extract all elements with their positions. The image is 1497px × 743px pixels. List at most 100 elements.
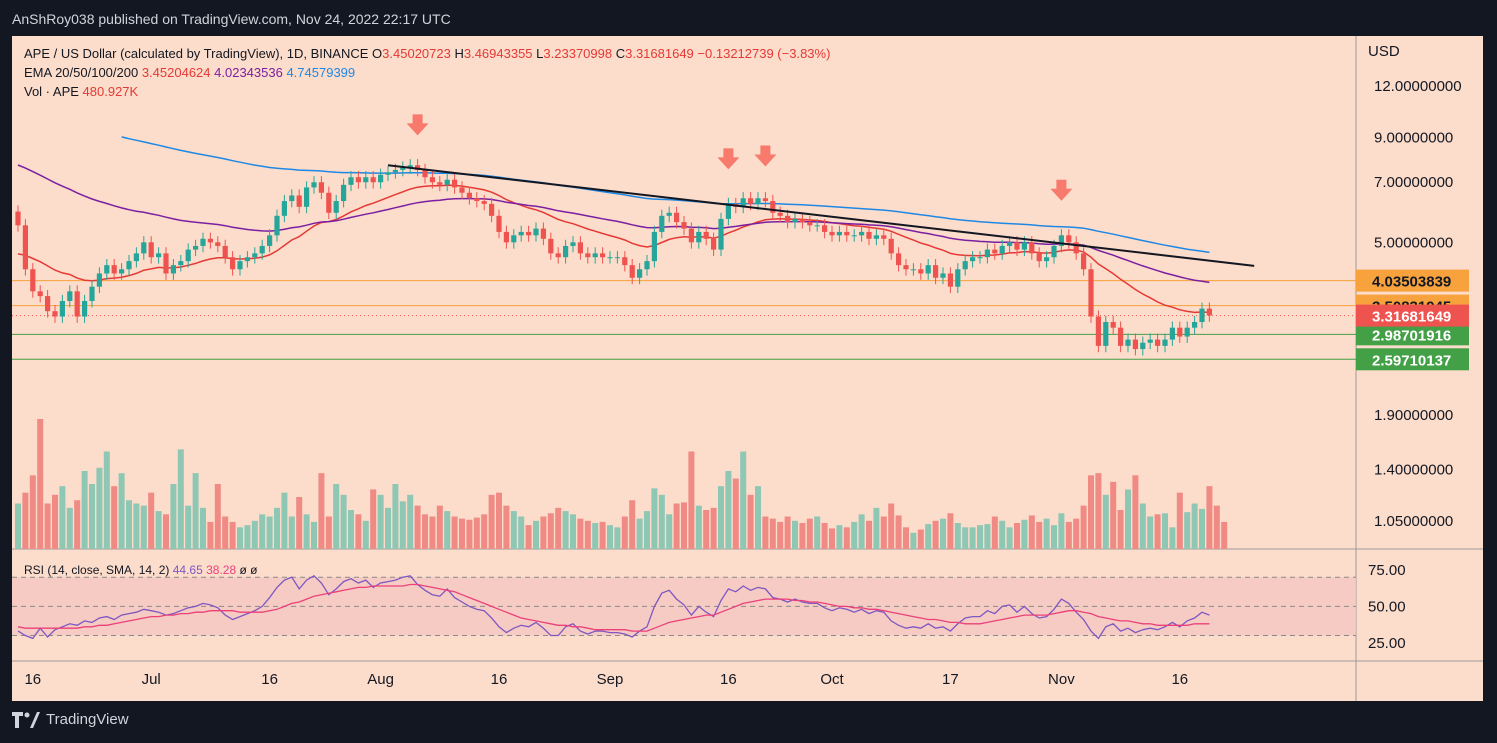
volume-bar: [362, 520, 369, 549]
volume-bar: [1095, 473, 1102, 549]
volume-bar: [799, 523, 806, 549]
price-axis-label: 12.00000000: [1374, 78, 1462, 95]
candle-body: [156, 253, 162, 258]
close-label: C: [615, 46, 626, 61]
volume-bar: [1036, 521, 1043, 549]
volume-bar: [1125, 489, 1131, 549]
volume-bar: [74, 500, 81, 549]
candle-body: [681, 222, 687, 229]
volume-bar: [540, 516, 547, 549]
volume-bar: [673, 503, 680, 549]
candle-body: [30, 269, 36, 292]
volume-bar: [1102, 494, 1109, 549]
volume-bar: [170, 484, 177, 549]
volume-bar: [592, 523, 599, 549]
candle-body: [459, 187, 465, 193]
candle-body: [82, 300, 88, 317]
volume-bar: [429, 516, 436, 549]
candle-body: [178, 261, 184, 266]
candle-body: [45, 296, 51, 312]
volume-bar: [814, 516, 821, 549]
ema-lines: [17, 136, 1210, 314]
candle-body: [777, 212, 783, 216]
candle-body: [355, 177, 361, 183]
volume-bar: [192, 473, 199, 549]
volume-bar: [244, 525, 251, 549]
candle-body: [555, 253, 561, 258]
volume-bar: [584, 520, 591, 549]
rsi-sma-value: 38.28: [206, 563, 237, 577]
volume-bar: [266, 516, 273, 549]
volume-bar: [547, 513, 554, 549]
down-arrow-marker: [754, 145, 777, 167]
volume-bar: [599, 521, 606, 549]
volume-bar: [681, 502, 687, 549]
candle-body: [267, 235, 273, 246]
volume-bar: [52, 494, 58, 549]
candle-body: [326, 192, 332, 213]
candle-body: [1058, 235, 1064, 246]
candles: [15, 159, 1212, 356]
down-arrow-marker: [717, 148, 740, 170]
volume-bar: [651, 488, 658, 549]
volume-bar: [15, 503, 21, 549]
volume-bar: [666, 514, 673, 549]
candle-body: [533, 228, 539, 236]
horizontal-levels: [12, 280, 1356, 360]
volume-bar: [185, 505, 192, 549]
volume-bar: [288, 516, 295, 549]
candle-body: [844, 231, 850, 236]
bottom-bar: [0, 701, 1497, 743]
volume-bar: [163, 514, 169, 549]
level-badge: [1356, 323, 1469, 346]
candle-body: [1184, 327, 1190, 337]
level-badge-label: 4.03503839: [1372, 274, 1451, 291]
tradingview-logo-icon: [12, 711, 40, 728]
candle-body: [836, 231, 842, 236]
volume-bar: [444, 511, 451, 549]
volume-bar: [296, 497, 303, 549]
volume-bar: [407, 494, 414, 549]
volume-bar: [155, 511, 162, 549]
volume-bar: [917, 529, 924, 549]
volume-bar: [821, 523, 828, 549]
candle-body: [755, 198, 761, 204]
candle-body: [89, 286, 95, 301]
last-price-badge: [1356, 304, 1469, 327]
legend-row-ohlc: APE / US Dollar (calculated by TradingVi…: [24, 44, 830, 63]
candle-body: [585, 253, 591, 258]
candle-body: [711, 238, 717, 250]
volume-bar: [355, 514, 362, 549]
volume-bar: [1073, 518, 1080, 549]
candle-body: [873, 235, 879, 239]
candle-body: [444, 179, 450, 185]
volume-bar: [703, 510, 710, 549]
volume-bar: [140, 505, 147, 549]
candle-body: [96, 273, 102, 287]
candle-body: [111, 265, 117, 274]
candle-body: [614, 257, 620, 259]
candle-body: [881, 235, 887, 239]
volume-bar: [281, 492, 288, 549]
candle-body: [496, 215, 502, 232]
candle-body: [1007, 242, 1013, 246]
volume-bar: [333, 484, 340, 549]
candle-body: [629, 265, 635, 278]
price-axis-label: 9.00000000: [1374, 129, 1453, 146]
volume-bar: [1199, 508, 1205, 549]
candle-body: [1103, 322, 1109, 346]
candle-body: [607, 257, 613, 259]
candle-body: [1095, 316, 1101, 346]
volume-bar: [392, 484, 399, 549]
candle-body: [1192, 322, 1198, 328]
volume-bar: [1184, 512, 1191, 549]
volume-bar: [688, 451, 695, 549]
volume-bar: [621, 516, 628, 549]
volume-bar: [932, 520, 939, 549]
candle-body: [548, 238, 554, 254]
level-badge: [1356, 269, 1469, 292]
volume-bar: [1080, 505, 1087, 549]
tradingview-logo[interactable]: TradingView: [12, 711, 129, 728]
volume-bar: [207, 521, 214, 549]
